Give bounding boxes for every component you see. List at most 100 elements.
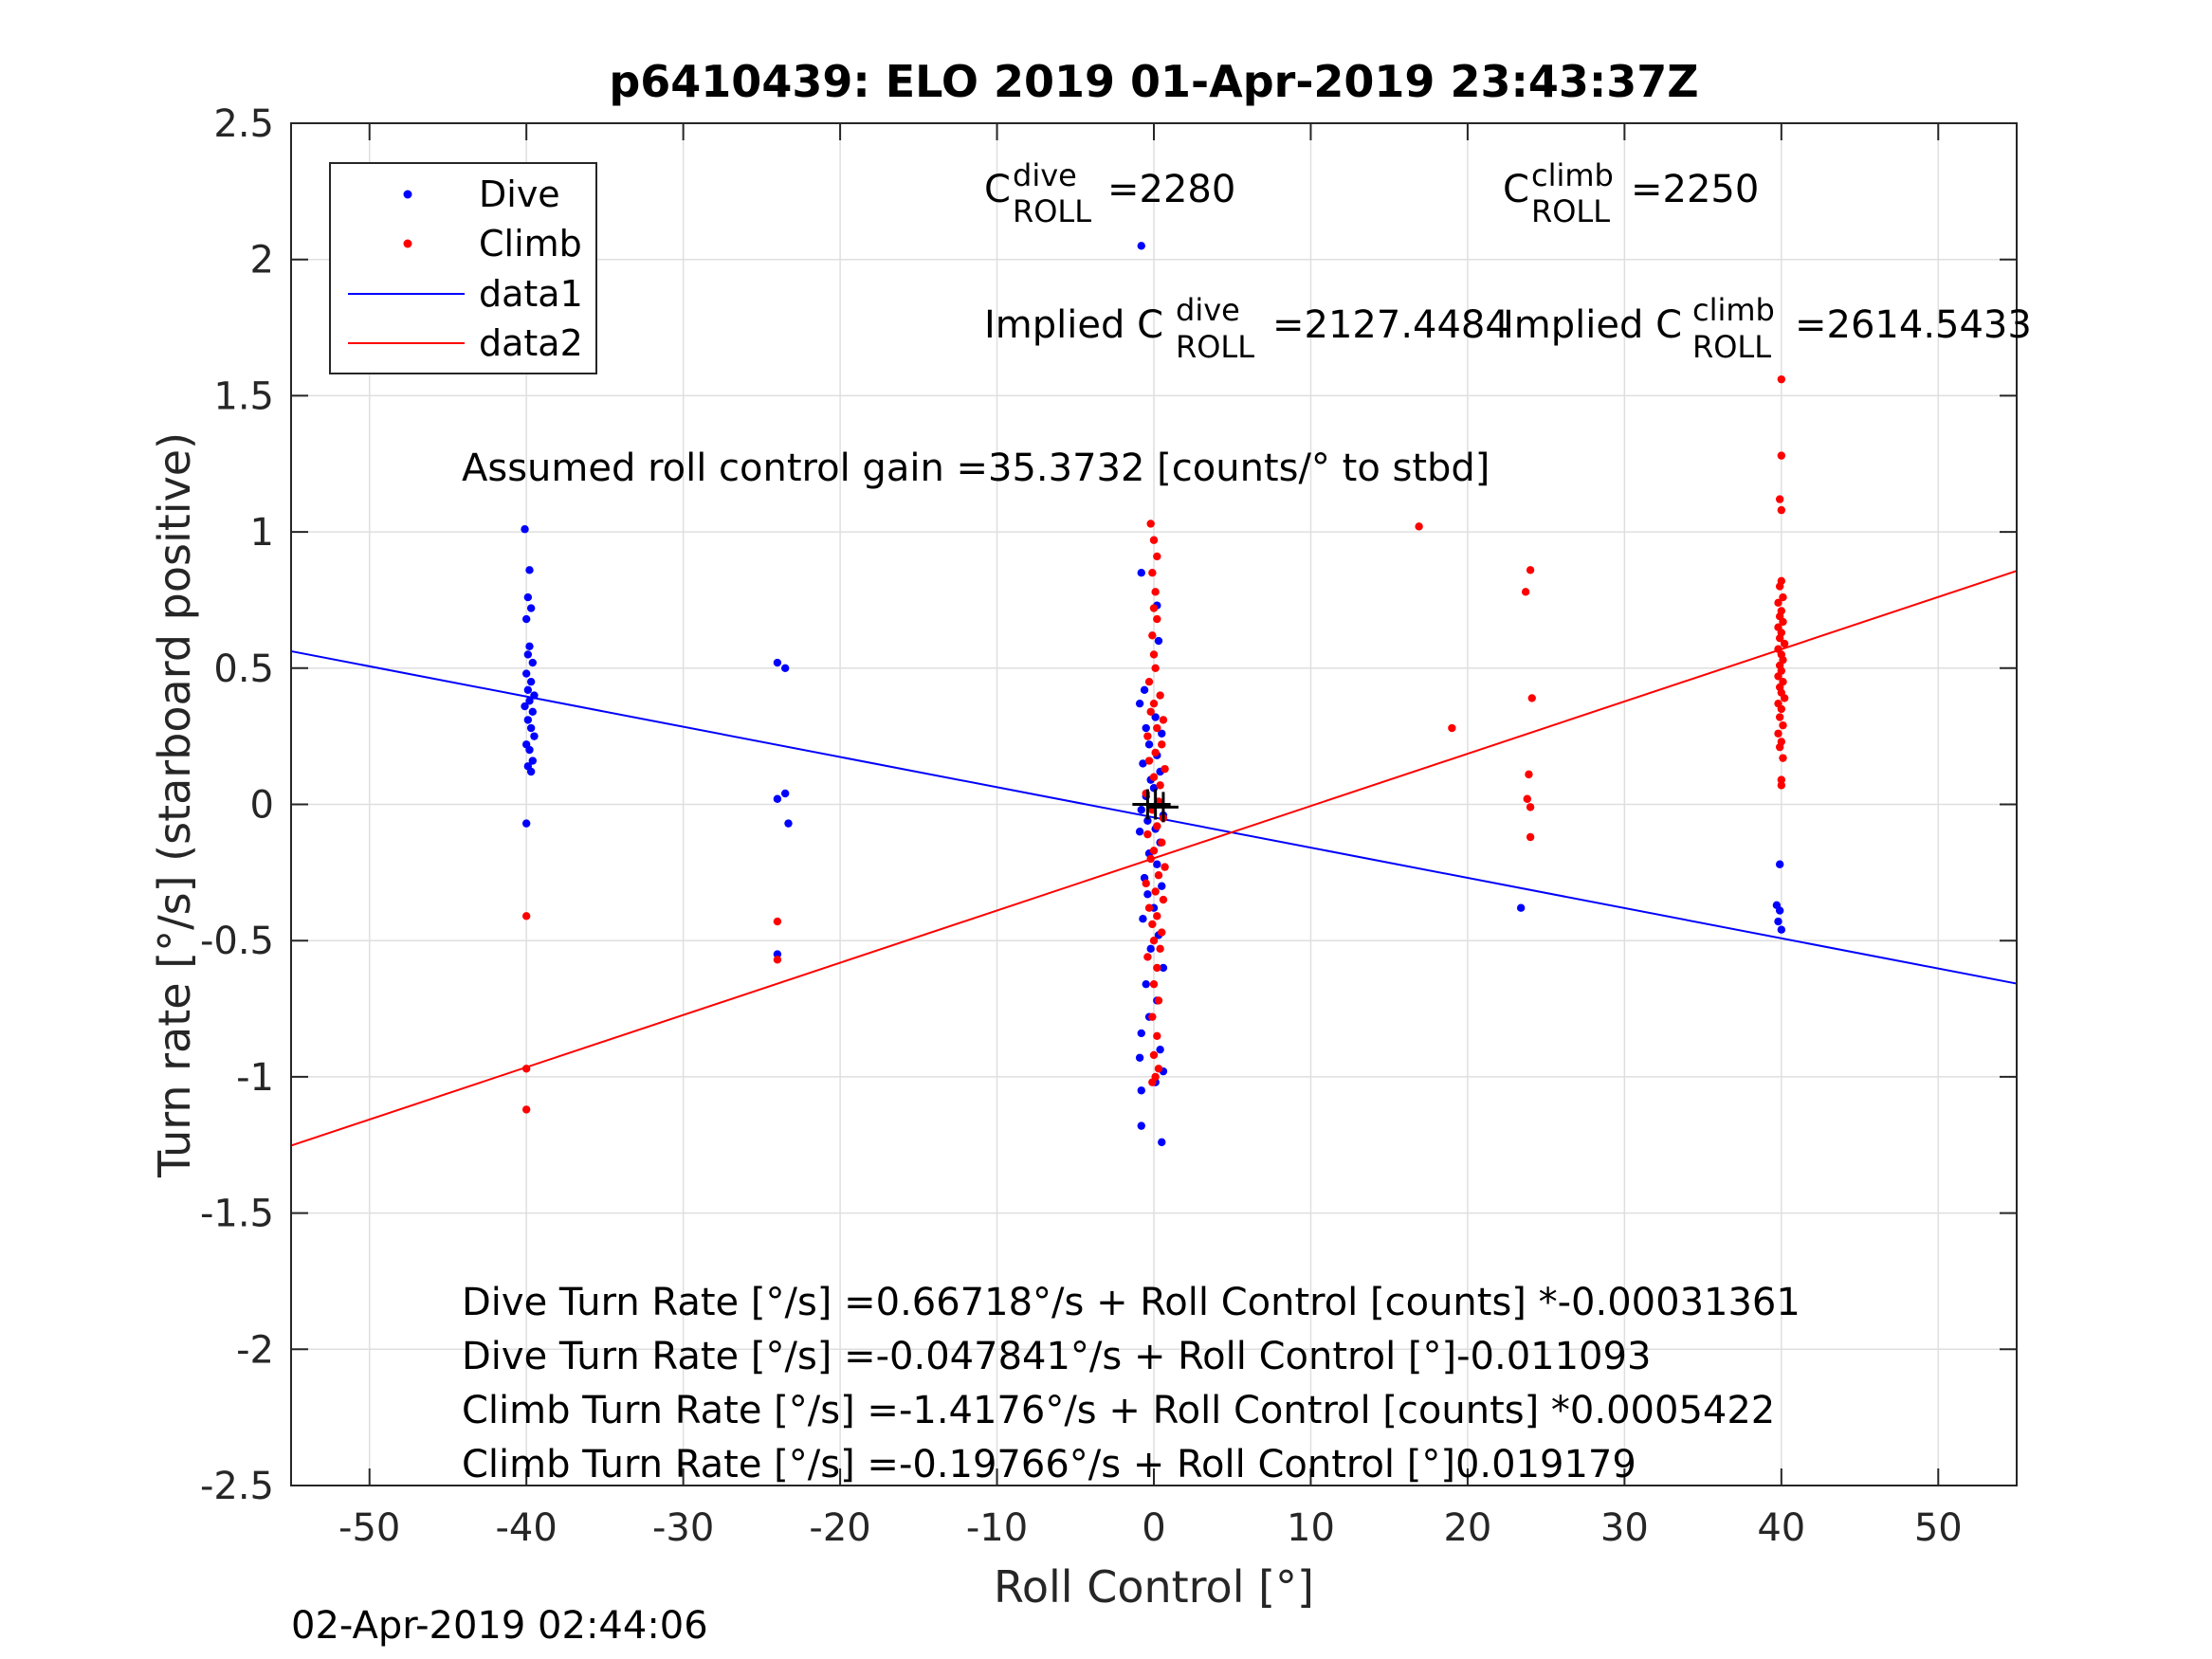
- dive-point: [526, 677, 536, 686]
- x-tick-label: -50: [338, 1506, 400, 1550]
- c-climb-sup: climb: [1531, 157, 1614, 193]
- climb-point: [1153, 552, 1161, 561]
- gain-annotation: Assumed roll control gain =35.3732 [coun…: [462, 447, 1490, 490]
- c-dive-base: C: [984, 168, 1011, 211]
- c-dive-sup: dive: [1013, 157, 1077, 193]
- climb-point: [1775, 713, 1784, 721]
- dive-point: [1146, 944, 1155, 954]
- climb-point: [1777, 374, 1786, 384]
- dive-point: [1135, 1053, 1144, 1062]
- legend-dive-marker: [403, 190, 412, 199]
- dive-point: [1137, 1029, 1145, 1038]
- climb-point: [1415, 522, 1423, 531]
- dive-point: [1142, 979, 1150, 989]
- climb-point: [1527, 694, 1536, 702]
- x-tick-label: 0: [1142, 1506, 1165, 1550]
- data1-fit-line: [290, 649, 2018, 985]
- timestamp: 02-Apr-2019 02:44:06: [291, 1604, 708, 1648]
- implied-dive-sub: ROLL: [1176, 329, 1254, 365]
- c-climb-annotation: C climb ROLL =2250: [1503, 157, 1759, 229]
- legend-data2-label: data2: [479, 322, 583, 364]
- climb-point: [1148, 920, 1157, 929]
- legend-data1-label: data1: [479, 273, 583, 315]
- climb-counts-equation: Climb Turn Rate [°/s] =-1.4176°/s + Roll…: [462, 1389, 1775, 1432]
- dive-point: [1151, 713, 1160, 721]
- x-tick-label: 40: [1757, 1506, 1805, 1550]
- dive-point: [784, 819, 793, 828]
- c-climb-base: C: [1503, 168, 1529, 211]
- climb-point: [1146, 854, 1155, 864]
- climb-point: [1149, 937, 1159, 945]
- dive-point: [1158, 1138, 1166, 1147]
- dive-point: [1137, 569, 1145, 577]
- climb-point: [1774, 729, 1782, 738]
- climb-point: [1149, 847, 1159, 855]
- climb-point: [1151, 588, 1160, 596]
- climb-point: [1148, 631, 1157, 640]
- dive-point: [773, 950, 782, 958]
- climb-point: [1153, 912, 1161, 921]
- climb-point: [1142, 879, 1150, 888]
- dive-point: [1775, 860, 1784, 868]
- climb-point: [1526, 566, 1535, 574]
- climb-point: [1777, 451, 1786, 460]
- climb-point: [1775, 633, 1784, 643]
- y-tick-label: -1.5: [200, 1193, 274, 1236]
- dive-counts-equation: Dive Turn Rate [°/s] =0.66718°/s + Roll …: [462, 1281, 1801, 1324]
- dive-degrees-equation: Dive Turn Rate [°/s] =-0.047841°/s + Rol…: [462, 1335, 1651, 1378]
- y-tick-labels: -2.5 -2 -1.5 -1 -0.5 0 0.5 1 1.5 2 2.5: [200, 102, 274, 1508]
- climb-point: [1775, 495, 1784, 503]
- climb-point: [1149, 979, 1159, 989]
- dive-point: [1139, 759, 1147, 768]
- x-tick-labels: -50 -40 -30 -20 -10 0 10 20 30 40 50: [338, 1506, 1963, 1550]
- climb-point: [1148, 1012, 1157, 1021]
- dive-point: [525, 566, 534, 574]
- climb-point: [773, 956, 782, 964]
- y-tick-label: -0.5: [200, 920, 274, 963]
- climb-point: [1777, 781, 1786, 790]
- dive-point: [1144, 740, 1154, 749]
- dive-point: [1135, 828, 1144, 836]
- dive-point: [780, 664, 790, 672]
- x-tick-label: -40: [496, 1506, 558, 1550]
- climb-point: [1777, 704, 1786, 714]
- dive-point: [773, 794, 782, 803]
- climb-point: [1158, 740, 1166, 749]
- x-axis-label: Roll Control [°]: [994, 1561, 1314, 1613]
- dive-point: [528, 757, 537, 765]
- dive-point: [1143, 816, 1152, 825]
- dive-point: [530, 691, 539, 700]
- climb-point: [1149, 1050, 1159, 1060]
- climb-point: [1161, 863, 1169, 871]
- dive-point: [1154, 636, 1163, 646]
- climb-point: [1775, 742, 1784, 752]
- y-axis-label: Turn rate [°/s] (starboard positive): [149, 432, 200, 1178]
- dive-point: [523, 716, 533, 724]
- implied-dive-annotation: Implied C dive ROLL =2127.4484: [984, 292, 1509, 365]
- climb-point: [1154, 1065, 1163, 1073]
- dive-point: [528, 658, 537, 667]
- implied-climb-base: Implied C: [1503, 303, 1682, 347]
- climb-point: [1159, 716, 1168, 724]
- dive-point: [525, 642, 534, 651]
- climb-point: [1151, 887, 1160, 896]
- c-climb-value: =2250: [1631, 168, 1759, 211]
- climb-point: [1154, 996, 1163, 1005]
- climb-point: [1149, 650, 1159, 659]
- climb-point: [1779, 592, 1787, 602]
- y-tick-label: 1: [250, 511, 274, 555]
- dive-point: [521, 819, 531, 828]
- dive-point: [1142, 723, 1150, 733]
- dive-point: [528, 707, 537, 716]
- dive-point: [1135, 699, 1144, 708]
- climb-point: [1149, 699, 1159, 708]
- mean-markers: [1132, 789, 1179, 823]
- dive-point: [1153, 860, 1161, 868]
- dive-point: [523, 685, 533, 694]
- dive-point: [1139, 915, 1147, 923]
- x-tick-label: -10: [966, 1506, 1028, 1550]
- climb-point: [1149, 536, 1159, 544]
- dive-point: [526, 767, 536, 776]
- x-tick-label: -20: [809, 1506, 870, 1550]
